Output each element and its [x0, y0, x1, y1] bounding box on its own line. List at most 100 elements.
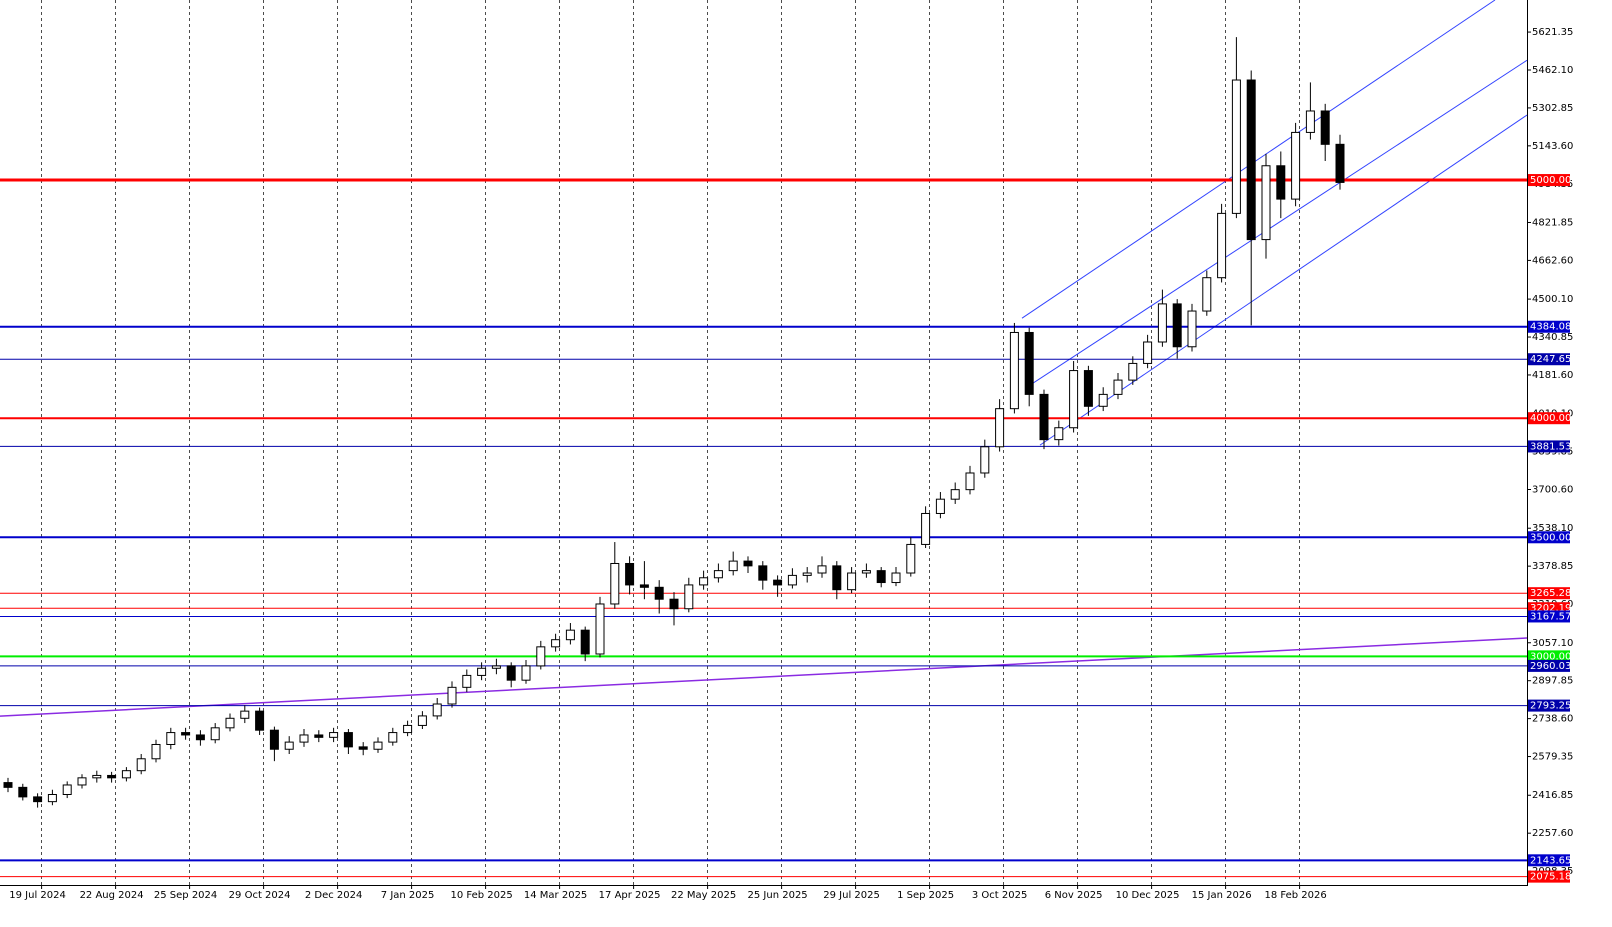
y-tick-label: 4662.60 [1532, 255, 1573, 266]
candle-body [447, 686, 457, 705]
candle-body [255, 710, 265, 731]
candle-body [1320, 110, 1330, 145]
candle-body [1009, 331, 1019, 410]
level-label-box [1528, 587, 1570, 600]
level-label: 3167.57 [1530, 611, 1571, 622]
level-label: 2960.03 [1530, 661, 1571, 672]
candle-body [1098, 393, 1108, 407]
level-label-box [1528, 699, 1570, 712]
candle-body [1291, 131, 1301, 200]
candle-body [758, 565, 768, 581]
y-tick-label: 2416.85 [1532, 790, 1573, 801]
level-label-box [1528, 440, 1570, 453]
candle-body [329, 732, 339, 738]
candle-body [1069, 370, 1079, 429]
y-tick-label: 2897.85 [1532, 676, 1573, 687]
candle-body [1128, 362, 1138, 381]
candle-body [210, 727, 220, 741]
candle-body [269, 729, 279, 750]
candle-body [388, 732, 398, 743]
candle-body [699, 577, 709, 586]
y-tick-label: 2579.35 [1532, 752, 1573, 763]
x-tick-label: 7 Jan 2025 [381, 890, 435, 901]
candle-body [610, 562, 620, 605]
candle-body [580, 629, 590, 655]
candle-body [551, 639, 561, 648]
level-label: 3202.19 [1530, 603, 1571, 614]
candle-body [1039, 393, 1049, 441]
candle-body [462, 674, 472, 688]
candle-body [625, 562, 635, 586]
candle-body [1261, 165, 1271, 241]
level-label-box [1528, 412, 1570, 425]
level-label-box [1528, 353, 1570, 366]
candle-body [1217, 212, 1227, 279]
x-tick-label: 6 Nov 2025 [1045, 890, 1103, 901]
candle-body [92, 774, 102, 779]
candle-body [802, 572, 812, 576]
candle-body [654, 586, 664, 600]
candle-body [284, 741, 294, 750]
candle-body [1246, 79, 1256, 241]
candle-body [432, 703, 442, 717]
candle-body [743, 560, 753, 567]
y-tick-label: 4821.85 [1532, 217, 1573, 228]
level-label: 4000.00 [1530, 413, 1571, 424]
candle-body [151, 743, 161, 760]
level-label-box [1528, 659, 1570, 672]
x-tick-label: 10 Feb 2025 [450, 890, 512, 901]
candle-body [728, 560, 738, 572]
candle-body [639, 584, 649, 588]
candle-body [1024, 331, 1034, 395]
candle-body [477, 667, 487, 676]
candle-body [62, 784, 72, 795]
candle-body [950, 489, 960, 500]
candle-body [107, 774, 117, 779]
candle-body [565, 629, 575, 641]
x-tick-label: 22 May 2025 [671, 890, 736, 901]
x-tick-label: 19 Jul 2024 [9, 890, 66, 901]
candle-body [1335, 143, 1345, 183]
y-tick-label: 5621.35 [1532, 27, 1573, 38]
x-tick-label: 17 Apr 2025 [599, 890, 661, 901]
candle-body [669, 598, 679, 610]
candle-body [181, 732, 191, 736]
candle-body [713, 570, 723, 579]
candle-body [166, 732, 176, 745]
candle-body [1143, 341, 1153, 364]
candle-body [240, 710, 250, 719]
candle-body [684, 584, 694, 610]
y-tick-label: 3538.10 [1532, 523, 1573, 534]
level-label-box [1528, 174, 1570, 187]
candle-body [1276, 165, 1286, 200]
level-label-box [1528, 854, 1570, 867]
y-tick-label: 2257.60 [1532, 828, 1573, 839]
level-label: 3500.00 [1530, 532, 1571, 543]
level-label: 2143.65 [1530, 855, 1571, 866]
candle-body [980, 446, 990, 474]
candle-body [18, 786, 28, 798]
candle-body [817, 565, 827, 574]
x-tick-label: 18 Feb 2026 [1264, 890, 1326, 901]
candle-body [1157, 303, 1167, 343]
candle-body [1187, 310, 1197, 348]
trend-line [1029, 59, 1528, 386]
candle-body [1083, 370, 1093, 407]
candle-body [299, 734, 309, 743]
level-label: 2075.18 [1530, 872, 1571, 883]
candle-body [491, 665, 501, 669]
x-tick-label: 10 Dec 2025 [1116, 890, 1180, 901]
candle-body [343, 732, 353, 748]
candle-body [417, 715, 427, 726]
candle-body [358, 746, 368, 750]
level-label: 3881.53 [1530, 441, 1571, 452]
candle-body [521, 665, 531, 681]
candle-body [136, 758, 146, 772]
candle-body [506, 665, 516, 681]
candle-body [832, 565, 842, 591]
x-tick-label: 29 Oct 2024 [229, 890, 291, 901]
candle-body [536, 646, 546, 667]
y-tick-label: 3700.60 [1532, 485, 1573, 496]
